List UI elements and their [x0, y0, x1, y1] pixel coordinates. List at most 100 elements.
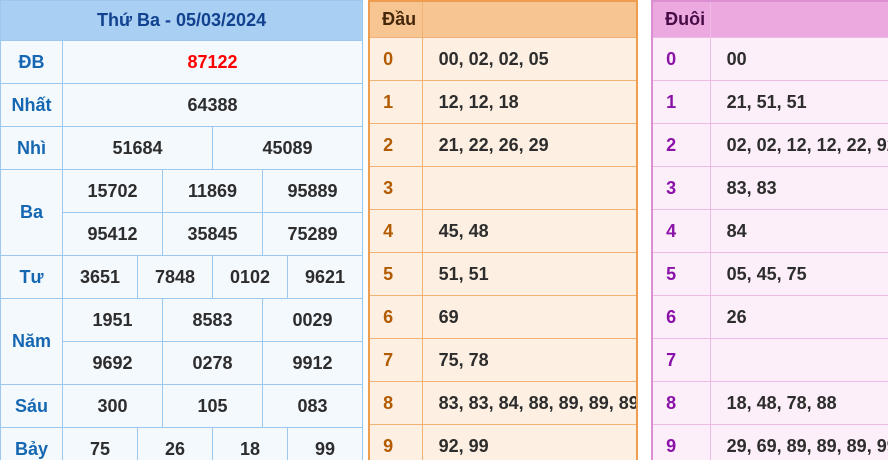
prize-label: ĐB [0, 40, 63, 84]
prize-label: Sáu [0, 384, 63, 428]
dau-row: 7 75, 78 [368, 338, 638, 382]
duoi-header-label: Đuôi [651, 0, 711, 38]
dau-row: 9 92, 99 [368, 424, 638, 460]
dau-digit-cell: 4 [368, 209, 423, 253]
duoi-digit-cell: 3 [651, 166, 711, 210]
prize-label: Bảy [0, 427, 63, 460]
dau-row: 5 51, 51 [368, 252, 638, 296]
dau-header-label: Đầu [368, 0, 423, 38]
prize-value: 26 [137, 427, 213, 460]
dau-row: 4 45, 48 [368, 209, 638, 253]
prize-value: 0029 [261, 298, 364, 342]
prize-value: 300 [62, 384, 163, 428]
prize-row: Nhất 64388 [0, 83, 364, 127]
dau-row: 8 83, 83, 84, 88, 89, 89, 89 [368, 381, 638, 425]
results-date-title: Thứ Ba - 05/03/2024 [0, 0, 364, 41]
prize-value: 9692 [62, 341, 163, 385]
prize-row: Năm 1951 8583 0029 [0, 298, 364, 385]
duoi-digit-cell: 5 [651, 252, 711, 296]
prize-label: Nhất [0, 83, 63, 127]
duoi-header-spacer [709, 0, 888, 38]
duoi-values-cell: 21, 51, 51 [709, 80, 888, 124]
duoi-row: 7 [651, 338, 888, 382]
dau-digit-cell: 2 [368, 123, 423, 167]
duoi-row: 5 05, 45, 75 [651, 252, 888, 296]
prize-row: Tư 3651 7848 0102 9621 [0, 255, 364, 299]
prize-value: 3651 [62, 255, 138, 299]
duoi-values-cell: 26 [709, 295, 888, 339]
dau-values-cell: 92, 99 [421, 424, 638, 460]
dau-header-row: Đầu [368, 0, 638, 38]
prize-row: Nhì 51684 45089 [0, 126, 364, 170]
duoi-values-cell: 18, 48, 78, 88 [709, 381, 888, 425]
dau-row: 3 [368, 166, 638, 210]
duoi-row: 9 29, 69, 89, 89, 89, 99 [651, 424, 888, 460]
duoi-row: 3 83, 83 [651, 166, 888, 210]
dau-values-cell: 12, 12, 18 [421, 80, 638, 124]
duoi-values-cell: 00 [709, 37, 888, 81]
duoi-digit-cell: 9 [651, 424, 711, 460]
prize-value: 7848 [137, 255, 213, 299]
prize-label: Tư [0, 255, 63, 299]
dau-row: 1 12, 12, 18 [368, 80, 638, 124]
dau-digit-cell: 6 [368, 295, 423, 339]
dau-digit-cell: 5 [368, 252, 423, 296]
duoi-digit-cell: 1 [651, 80, 711, 124]
dau-values-cell: 51, 51 [421, 252, 638, 296]
dau-row: 2 21, 22, 26, 29 [368, 123, 638, 167]
duoi-values-cell: 29, 69, 89, 89, 89, 99 [709, 424, 888, 460]
prize-label: Nhì [0, 126, 63, 170]
prize-value: 11869 [162, 169, 263, 213]
prize-value: 87122 [61, 40, 364, 84]
duoi-digit-cell: 6 [651, 295, 711, 339]
prize-row: Ba 15702 11869 95889 [0, 169, 364, 256]
prize-value: 105 [162, 384, 263, 428]
prize-results-table: Thứ Ba - 05/03/2024 ĐB 87122 Nhất 64388 Nhì 5… [0, 0, 364, 460]
duoi-digit-cell: 7 [651, 338, 711, 382]
duoi-digit-cell: 4 [651, 209, 711, 253]
prize-value: 95889 [261, 169, 364, 213]
prize-value: 99 [286, 427, 364, 460]
dau-row: 6 69 [368, 295, 638, 339]
dau-digit-cell: 8 [368, 381, 423, 425]
dau-values-cell: 69 [421, 295, 638, 339]
results-header-row: Thứ Ba - 05/03/2024 [0, 0, 364, 41]
duoi-digit-cell: 0 [651, 37, 711, 81]
duoi-values-cell: 05, 45, 75 [709, 252, 888, 296]
prize-row: 95412 35845 75289 [1, 212, 364, 256]
prize-value: 45089 [211, 126, 364, 170]
duoi-row: 6 26 [651, 295, 888, 339]
prize-row: ĐB 87122 [0, 40, 364, 84]
dau-digit-cell: 1 [368, 80, 423, 124]
duoi-table: Đuôi 0 00 1 21, 51, 51 2 02, 02, 12, 12, 22, … [651, 0, 888, 460]
duoi-values-cell: 02, 02, 12, 12, 22, 92 [709, 123, 888, 167]
duoi-digit-cell: 2 [651, 123, 711, 167]
dau-values-cell: 83, 83, 84, 88, 89, 89, 89 [421, 381, 638, 425]
prize-value: 0278 [162, 341, 263, 385]
prize-value: 9621 [286, 255, 364, 299]
duoi-values-cell: 84 [709, 209, 888, 253]
prize-row: 9692 0278 9912 [1, 341, 364, 385]
dau-values-cell: 21, 22, 26, 29 [421, 123, 638, 167]
dau-header-spacer [421, 0, 638, 38]
prize-value: 8583 [162, 298, 263, 342]
prize-label: Năm [0, 298, 63, 385]
prize-value: 51684 [62, 126, 213, 170]
prize-value: 15702 [62, 169, 163, 213]
prize-value: 75 [62, 427, 138, 460]
prize-value: 1951 [62, 298, 163, 342]
duoi-row: 0 00 [651, 37, 888, 81]
dau-values-cell [421, 166, 638, 210]
prize-value: 0102 [212, 255, 288, 299]
prize-row: Bảy 75 26 18 99 [0, 427, 364, 460]
prize-row: Sáu 300 105 083 [0, 384, 364, 428]
prize-label: Ba [0, 169, 63, 256]
prize-value: 35845 [162, 212, 263, 256]
dau-digit-cell: 9 [368, 424, 423, 460]
dau-digit-cell: 0 [368, 37, 423, 81]
dau-values-cell: 00, 02, 02, 05 [421, 37, 638, 81]
prize-value: 083 [261, 384, 364, 428]
duoi-row: 1 21, 51, 51 [651, 80, 888, 124]
prize-value: 18 [212, 427, 288, 460]
